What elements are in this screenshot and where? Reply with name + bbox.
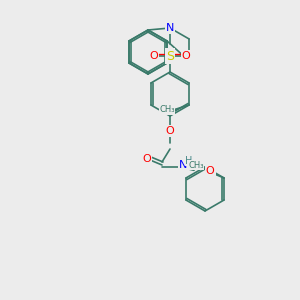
- Text: N: N: [166, 23, 174, 33]
- Text: S: S: [166, 50, 174, 62]
- Text: O: O: [142, 154, 152, 164]
- Text: O: O: [166, 126, 174, 136]
- Text: CH₃: CH₃: [188, 160, 204, 169]
- Text: CH₃: CH₃: [159, 106, 175, 115]
- Text: N: N: [179, 160, 187, 170]
- Text: O: O: [182, 51, 190, 61]
- Text: O: O: [206, 166, 214, 176]
- Text: H: H: [185, 156, 193, 166]
- Text: O: O: [150, 51, 158, 61]
